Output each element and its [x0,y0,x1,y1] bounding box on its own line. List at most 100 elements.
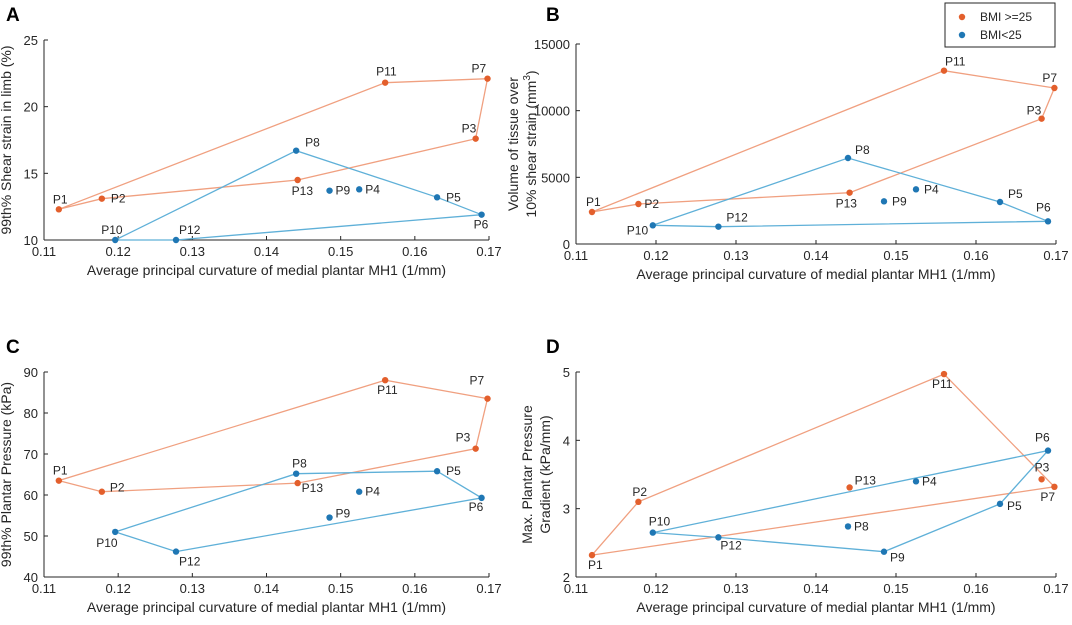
data-point-p3 [1038,476,1045,483]
data-point-p3 [1038,115,1045,122]
x-tick-label: 0.14 [254,581,279,596]
x-tick-label: 0.15 [328,244,353,259]
point-label-p3: P3 [1035,460,1050,474]
x-tick-label: 0.12 [106,244,131,259]
legend-marker-1 [958,31,966,39]
data-point-p9 [326,187,333,194]
x-tick-label: 0.16 [963,248,988,263]
point-label-p11: P11 [377,383,398,397]
y-tick-label: 5000 [541,170,570,185]
x-tick-label: 0.13 [723,581,748,596]
y-axis-label: 99th% Plantar Pressure (kPa) [0,382,14,567]
point-label-p7: P7 [470,374,485,388]
x-tick-label: 0.17 [476,244,501,259]
y-tick-label: 20 [24,100,38,115]
point-label-p3: P3 [456,431,471,445]
x-axis-label: Average principal curvature of medial pl… [87,599,446,615]
panel-letter: D [546,337,560,358]
point-label-p12: P12 [720,538,742,552]
legend-marker-0 [958,13,966,21]
point-label-p7: P7 [472,62,487,76]
point-label-p1: P1 [53,464,68,478]
data-point-p12 [715,534,722,541]
point-label-p1: P1 [588,558,603,572]
data-point-p4 [912,478,920,485]
data-point-p6 [1044,447,1052,454]
data-point-p6 [478,494,485,502]
y-tick-label: 4 [563,433,570,448]
x-tick-label: 0.15 [883,248,908,263]
data-point-p13 [846,484,853,491]
data-point-p7 [484,75,491,82]
x-tick-label: 0.15 [883,581,908,596]
x-tick-label: 0.12 [643,248,668,263]
point-label-p5: P5 [1007,499,1022,513]
panel-a: A 0.11 0.12 0.13 0.14 0.15 0.16 0.17 10 15 20 25 Ave… [0,5,502,278]
panel-b: B0.11 0.12 0.13 0.14 0.15 0.16 0.1705000100001… [505,5,1069,282]
point-label-p9: P9 [890,551,905,565]
data-point-p9 [880,198,888,205]
x-tick-label: 0.12 [106,581,131,596]
x-tick-label: 0.13 [180,581,205,596]
data-point-p12 [172,548,180,555]
x-tick-label: 0.11 [32,581,56,596]
point-label-p7: P7 [1040,490,1055,504]
point-label-p8: P8 [854,519,869,533]
legend: BMI >=25 BMI<25 [944,2,1056,48]
x-tick-label: 0.11 [564,248,588,263]
point-label-p11: P11 [945,55,966,69]
x-tick-label: 0.13 [723,248,748,263]
point-label-p6: P6 [474,218,489,232]
legend-entry: BMI<25 [980,28,1022,42]
data-point-p11 [940,370,948,378]
point-label-p12: P12 [726,211,748,225]
data-point-p5 [996,198,1004,206]
data-point-p13 [846,189,853,196]
y-tick-label: 40 [24,570,38,585]
point-label-p6: P6 [469,500,484,514]
data-point-p12 [715,223,722,230]
point-label-p13: P13 [292,184,314,198]
point-label-p12: P12 [179,223,201,237]
x-tick-label: 0.13 [180,244,205,259]
point-label-p10: P10 [96,536,118,550]
x-tick-label: 0.14 [254,244,279,259]
y-tick-label: 60 [24,488,38,503]
point-label-p6: P6 [1035,431,1050,445]
data-point-p11 [381,377,389,384]
x-tick-label: 0.15 [328,581,353,596]
point-label-p8: P8 [292,457,307,471]
point-label-p4: P4 [365,182,380,196]
data-point-p6 [1044,218,1052,225]
point-label-p4: P4 [924,182,939,196]
x-tick-label: 0.11 [564,581,588,596]
data-point-p11 [940,67,948,74]
data-point-p8 [844,523,852,530]
legend-box [944,2,1056,48]
data-point-p9 [326,514,333,521]
series-outline-bmi-high [58,78,489,210]
y-axis-label: Volume of tissue over [505,77,521,211]
data-point-p8 [292,470,300,477]
point-label-p2: P2 [644,197,659,211]
point-label-p7: P7 [1042,71,1057,85]
data-point-p8 [292,147,300,154]
data-point-p1 [588,551,596,559]
series-outline-bmi-low [652,157,1049,228]
point-label-p2: P2 [111,192,126,206]
panel-c: C 0.11 0.12 0.13 0.14 0.15 0.16 0.17 40 50 60 70 80 9… [0,337,502,615]
data-point-p2 [635,498,642,506]
point-label-p10: P10 [627,223,649,237]
data-point-p4 [356,488,363,495]
panel-letter: A [6,5,20,26]
y-axis-label-line2: 10% shear strain (mm3) [522,70,539,217]
y-tick-label: 90 [24,365,38,380]
data-point-p7 [1051,483,1058,490]
data-point-p2 [98,195,106,202]
data-point-p1 [55,206,63,213]
data-point-p10 [649,222,656,229]
data-point-p7 [1051,84,1058,92]
y-tick-label: 3 [563,502,570,517]
x-tick-label: 0.16 [402,244,427,259]
